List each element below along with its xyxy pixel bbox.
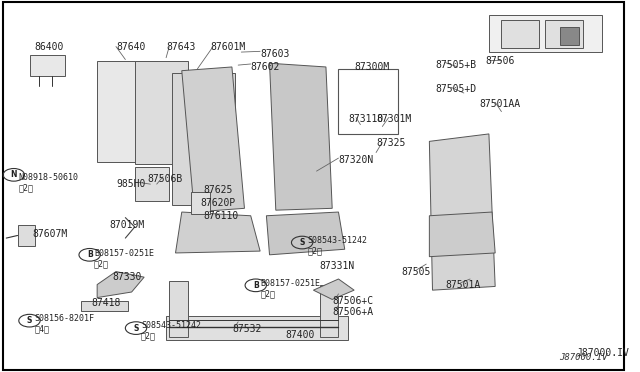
Text: 876110: 876110 — [204, 211, 239, 221]
Text: 87501AA: 87501AA — [479, 99, 520, 109]
Text: S08543-51242
（2）: S08543-51242 （2） — [141, 321, 201, 341]
Text: 87620P: 87620P — [200, 198, 236, 208]
Bar — [339, 69, 398, 134]
Text: S: S — [27, 316, 32, 325]
Bar — [81, 301, 129, 311]
Text: J87000.IV: J87000.IV — [559, 353, 607, 362]
Text: B08157-0251E
（2）: B08157-0251E （2） — [94, 249, 154, 268]
Text: 87300M: 87300M — [354, 62, 389, 72]
Bar — [502, 20, 539, 48]
Text: 86400: 86400 — [35, 42, 64, 51]
Bar — [545, 20, 583, 48]
Text: 87602: 87602 — [251, 62, 280, 72]
Polygon shape — [175, 212, 260, 253]
Text: N: N — [10, 170, 17, 179]
Polygon shape — [269, 63, 332, 210]
Text: 87501A: 87501A — [445, 280, 480, 289]
Bar — [97, 61, 157, 162]
Bar — [319, 285, 339, 337]
Bar — [172, 73, 235, 205]
Bar — [17, 225, 35, 246]
Text: S08156-8201F
（4）: S08156-8201F （4） — [35, 314, 95, 333]
Text: 87320N: 87320N — [339, 155, 374, 165]
Text: 87640: 87640 — [116, 42, 145, 51]
Polygon shape — [266, 212, 345, 255]
Text: 87643: 87643 — [166, 42, 195, 51]
Bar — [169, 281, 188, 337]
Text: S: S — [133, 324, 139, 333]
Text: 87019M: 87019M — [109, 220, 145, 230]
Text: 87506B: 87506B — [147, 174, 182, 183]
Text: N08918-50610
（2）: N08918-50610 （2） — [19, 173, 79, 192]
Text: 87505+D: 87505+D — [436, 84, 477, 94]
Text: S: S — [300, 238, 305, 247]
Polygon shape — [429, 212, 495, 257]
Polygon shape — [314, 279, 354, 299]
Text: 87506: 87506 — [486, 57, 515, 66]
Text: J87000.IV: J87000.IV — [577, 349, 630, 358]
Bar — [191, 192, 210, 214]
Bar — [30, 55, 65, 76]
Bar — [560, 27, 579, 45]
Polygon shape — [429, 134, 495, 290]
Text: B08157-0251E
（2）: B08157-0251E （2） — [260, 279, 320, 298]
Polygon shape — [97, 272, 144, 298]
Bar — [166, 316, 348, 340]
Text: 87331N: 87331N — [319, 261, 355, 271]
Polygon shape — [182, 67, 244, 212]
Text: 87532: 87532 — [232, 324, 261, 334]
Text: 87330: 87330 — [113, 272, 142, 282]
Text: S08543-51242
（2）: S08543-51242 （2） — [307, 236, 367, 255]
Text: 87506+C: 87506+C — [332, 296, 373, 306]
Text: 87325: 87325 — [376, 138, 406, 148]
Text: 87601M: 87601M — [210, 42, 245, 51]
Text: 87400: 87400 — [285, 330, 315, 340]
Text: 873110: 873110 — [348, 114, 383, 124]
Text: 87603: 87603 — [260, 49, 289, 59]
Text: 87607M: 87607M — [33, 230, 68, 239]
Text: B: B — [253, 281, 259, 290]
Text: B: B — [87, 250, 93, 259]
Text: 87301M: 87301M — [376, 114, 412, 124]
Text: 87505+B: 87505+B — [436, 60, 477, 70]
Text: 87506+A: 87506+A — [332, 308, 373, 317]
Text: 985H0: 985H0 — [116, 179, 145, 189]
Bar — [135, 61, 188, 164]
Text: 87625: 87625 — [204, 185, 233, 195]
Text: 87418: 87418 — [91, 298, 120, 308]
Bar — [135, 167, 169, 201]
Text: 87505: 87505 — [401, 267, 431, 276]
Bar — [489, 15, 602, 52]
